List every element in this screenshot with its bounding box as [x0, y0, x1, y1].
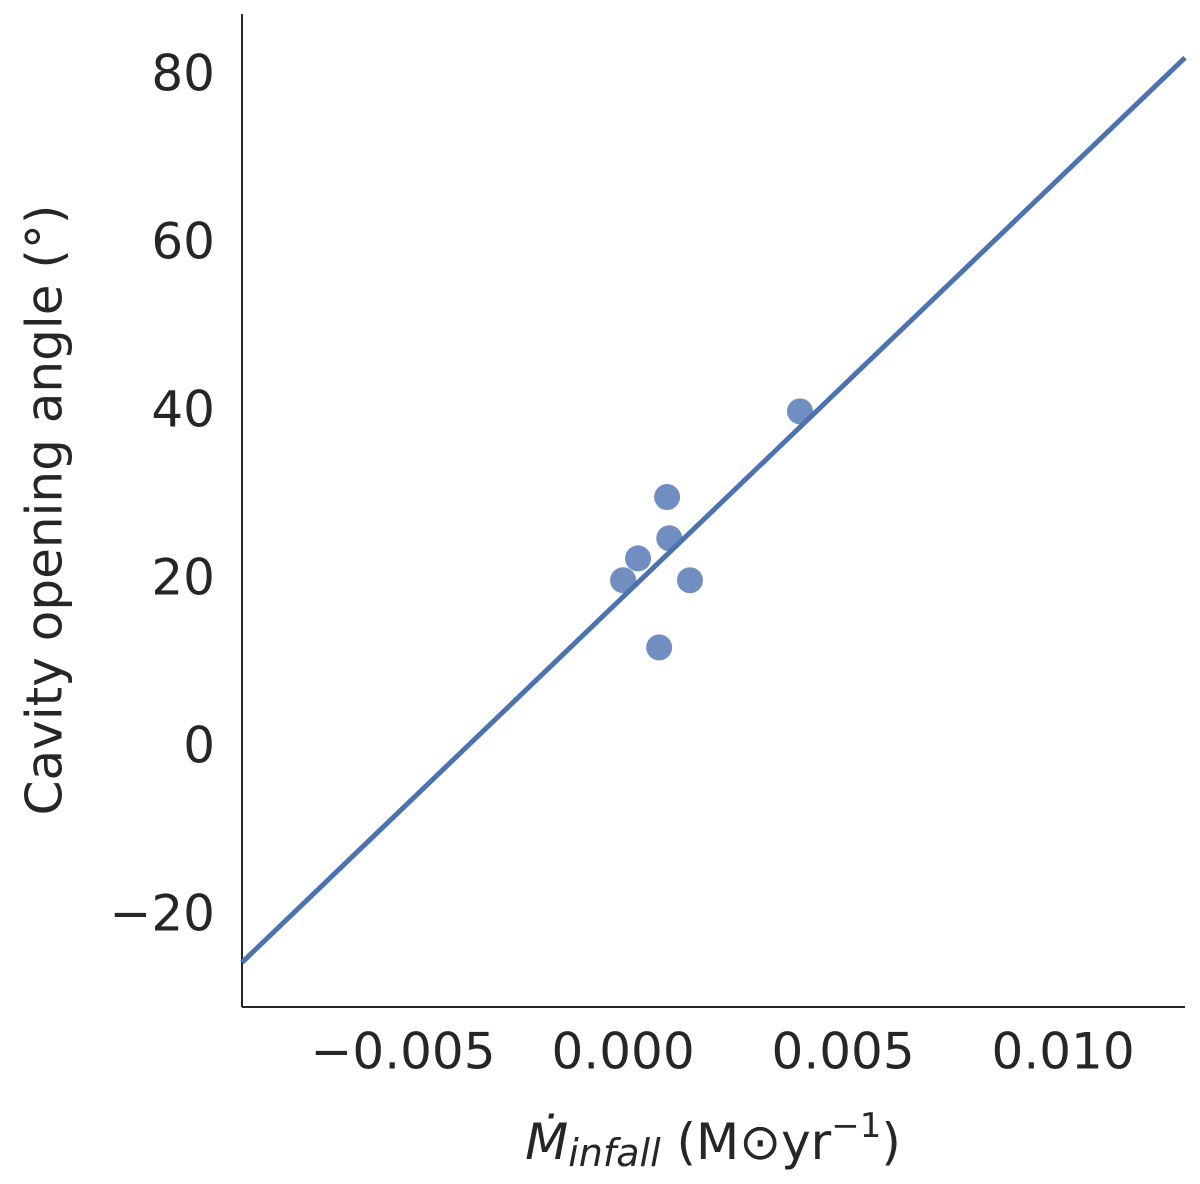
y-tick-label: 40 [151, 381, 215, 439]
x-axis-label: Ṁinfall (M⊙yr−1) [525, 1106, 901, 1175]
point [654, 484, 681, 511]
x-tick-label: 0.000 [552, 1023, 695, 1081]
point [786, 398, 813, 425]
y-tick-label: 20 [151, 549, 215, 607]
point [676, 567, 703, 594]
x-label-superscript: −1 [831, 1106, 881, 1146]
y-tick-label: 60 [151, 213, 215, 271]
y-tick-label: 80 [151, 45, 215, 103]
y-axis-label: Cavity opening angle (°) [16, 205, 74, 816]
fit-line [240, 55, 1187, 965]
y-tick-label: 0 [183, 717, 215, 775]
y-tick-label: −20 [109, 885, 215, 943]
point [656, 525, 683, 552]
x-label-subscript: infall [568, 1131, 661, 1175]
point [646, 634, 673, 661]
point [610, 567, 637, 594]
x-label-close: ) [881, 1113, 901, 1171]
x-tick-label: −0.005 [311, 1023, 496, 1081]
x-tick-label: 0.005 [772, 1023, 915, 1081]
x-label-unit: (M⊙yr [661, 1113, 832, 1171]
x-label-symbol: Ṁ [525, 1113, 568, 1171]
x-tick-label: 0.010 [992, 1023, 1135, 1081]
point [625, 545, 652, 572]
